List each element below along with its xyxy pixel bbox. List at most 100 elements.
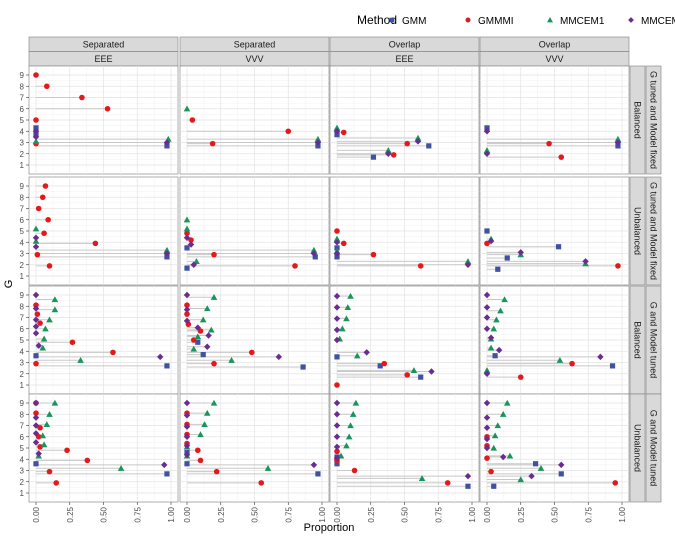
point-mmcem1 [117,464,125,471]
point-gmmmi [33,410,39,416]
point-mmcem1 [517,476,525,483]
point-mmcem2 [483,370,491,377]
legend-label-mmcem2: MMCEM2 [641,16,675,27]
row-strip-outer [645,176,662,286]
point-mmcem2 [487,237,495,245]
point-gmm [426,143,432,149]
point-gmmmi [517,374,524,380]
point-gmmmi [558,154,565,160]
point-gmmmi [53,480,60,486]
point-gmm [312,254,318,260]
point-mmcem2 [483,314,491,321]
y-tick-label: 3 [20,467,25,476]
point-mmcem2 [333,292,341,300]
panel [479,65,630,175]
point-gmmmi [213,468,220,475]
point-gmmmi [404,140,411,147]
panel [179,393,330,503]
point-mmcem2 [183,399,191,407]
point-mmcem2 [205,332,212,339]
point-mmcem2 [333,336,341,344]
point-gmm [615,143,621,149]
point-mmcem1 [483,147,491,154]
point-gmmmi [546,140,552,147]
y-tick-label: 4 [20,238,25,247]
y-tick-label: 1 [20,161,25,170]
panel [479,176,630,286]
facet-panels [28,65,630,503]
point-gmm [164,471,170,477]
x-tick-label: 0.25 [517,506,526,522]
point-mmcem1 [493,316,500,323]
point-gmm [492,353,498,359]
panel [28,176,179,286]
point-mmcem2 [32,430,40,437]
point-gmmmi [184,302,190,308]
point-mmcem2 [528,472,535,480]
point-mmcem1 [347,422,354,429]
point-mmcem2 [483,291,491,299]
panel [28,285,179,395]
legend: Method GMM GMMMI MMCEM1 MMCEM2 [357,13,675,27]
point-mmcem1 [210,293,218,300]
point-gmmmi [35,205,42,212]
point-gmmmi [334,228,340,234]
legend-key-gmmmi [465,17,471,23]
point-gmmmi [37,444,43,450]
row-strip-inner-label: Balanced [633,321,643,359]
point-gmmmi [351,467,358,474]
point-mmcem2 [275,353,282,361]
y-tick-label: 3 [20,139,25,148]
point-mmcem1 [537,464,545,471]
x-tick-label: 0.50 [251,506,260,522]
point-mmcem2 [32,305,40,312]
legend-title: Method [357,13,397,27]
point-mmcem1 [556,356,564,363]
row-strip-outer [645,393,662,503]
point-gmmmi [612,480,619,486]
point-gmmmi [381,360,388,367]
point-gmm [315,471,321,477]
point-gmm [315,143,321,149]
point-gmm [334,245,340,251]
point-gmm [184,461,190,467]
x-tick-label: 0.25 [217,506,226,522]
point-gmm [184,265,190,271]
point-gmmmi [197,457,204,464]
point-mmcem2 [35,450,42,457]
y-tick-label: 7 [20,422,25,431]
point-gmmmi [211,251,217,258]
point-gmmmi [184,311,190,317]
point-mmcem1 [353,352,361,359]
point-gmmmi [34,311,41,317]
point-mmcem1 [497,307,504,314]
point-gmm [334,254,340,260]
point-mmcem1 [418,475,426,482]
point-gmm [609,363,616,369]
point-mmcem2 [194,324,201,331]
column-strip-bottom-label: VVV [245,54,263,64]
point-gmmmi [195,447,201,454]
point-mmcem2 [314,139,322,146]
point-mmcem1 [183,225,191,232]
point-mmcem1 [414,134,422,141]
point-gmmmi [64,447,70,454]
point-gmmmi [84,457,91,464]
point-mmcem2 [582,258,589,265]
point-mmcem1 [46,410,53,417]
x-axis-label: Proportion [304,522,355,534]
y-tick-label: 8 [20,410,25,419]
x-tick-label: 0.25 [66,506,75,522]
point-mmcem1 [39,344,47,351]
panel [179,176,330,286]
point-mmcem2 [464,472,472,480]
point-mmcem2 [333,399,341,407]
column-strip-bottom-label: VVV [545,54,563,64]
row-strip-outer-label: G tuned and Model fixed [649,182,659,280]
point-mmcem1 [314,135,322,142]
point-mmcem2 [310,461,318,469]
point-mmcem2 [310,250,318,257]
point-mmcem1 [203,305,211,312]
point-gmmmi [249,349,255,356]
